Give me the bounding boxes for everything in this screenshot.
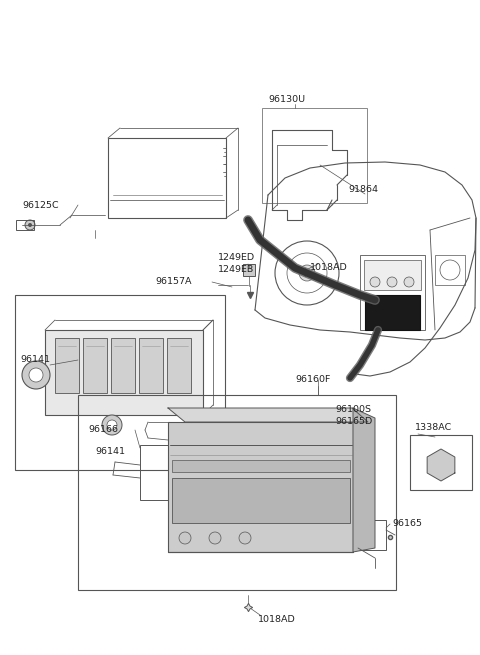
Bar (360, 255, 425, 330)
Bar (140, 445, 168, 500)
Text: 96100S: 96100S (335, 405, 371, 415)
Bar (78, 395, 396, 590)
Circle shape (107, 420, 117, 430)
Bar (15, 295, 225, 470)
Text: 1338AC: 1338AC (415, 424, 452, 432)
Bar (358, 520, 386, 550)
Bar (55, 338, 79, 393)
Bar (45, 330, 203, 415)
Bar (16, 220, 34, 230)
Bar (410, 435, 472, 490)
Text: 96157A: 96157A (155, 278, 192, 286)
Text: 1018AD: 1018AD (310, 263, 348, 272)
Bar (172, 460, 350, 472)
Text: 91864: 91864 (348, 185, 378, 195)
Text: 96166: 96166 (88, 426, 118, 434)
Circle shape (29, 368, 43, 382)
Text: 96141: 96141 (20, 356, 50, 364)
Bar (243, 264, 255, 276)
Text: 1018AD: 1018AD (258, 616, 296, 624)
Circle shape (209, 532, 221, 544)
Polygon shape (353, 408, 375, 552)
Text: 96125C: 96125C (22, 200, 59, 210)
Bar (172, 478, 350, 523)
Circle shape (404, 277, 414, 287)
Bar (365, 295, 420, 330)
Circle shape (179, 532, 191, 544)
Bar (364, 260, 421, 290)
Circle shape (299, 265, 315, 281)
Text: 96160F: 96160F (295, 375, 330, 384)
Bar (262, 108, 367, 203)
Text: 1249ED: 1249ED (218, 253, 255, 263)
Text: 96165: 96165 (392, 519, 422, 529)
Bar (139, 338, 163, 393)
Text: 1249EB: 1249EB (218, 265, 254, 274)
Circle shape (239, 532, 251, 544)
Polygon shape (427, 449, 455, 481)
Bar (108, 138, 226, 218)
Circle shape (433, 457, 449, 473)
Bar (435, 255, 465, 285)
Circle shape (22, 361, 50, 389)
Circle shape (28, 223, 32, 227)
Text: 96141: 96141 (95, 447, 125, 457)
Circle shape (370, 277, 380, 287)
Bar (168, 422, 353, 552)
Text: 96165D: 96165D (335, 417, 372, 426)
Text: 96130U: 96130U (268, 96, 305, 105)
Circle shape (25, 220, 35, 230)
Bar (111, 338, 135, 393)
Bar (83, 338, 107, 393)
Circle shape (387, 277, 397, 287)
Bar (167, 338, 191, 393)
Polygon shape (168, 408, 368, 422)
Circle shape (102, 415, 122, 435)
